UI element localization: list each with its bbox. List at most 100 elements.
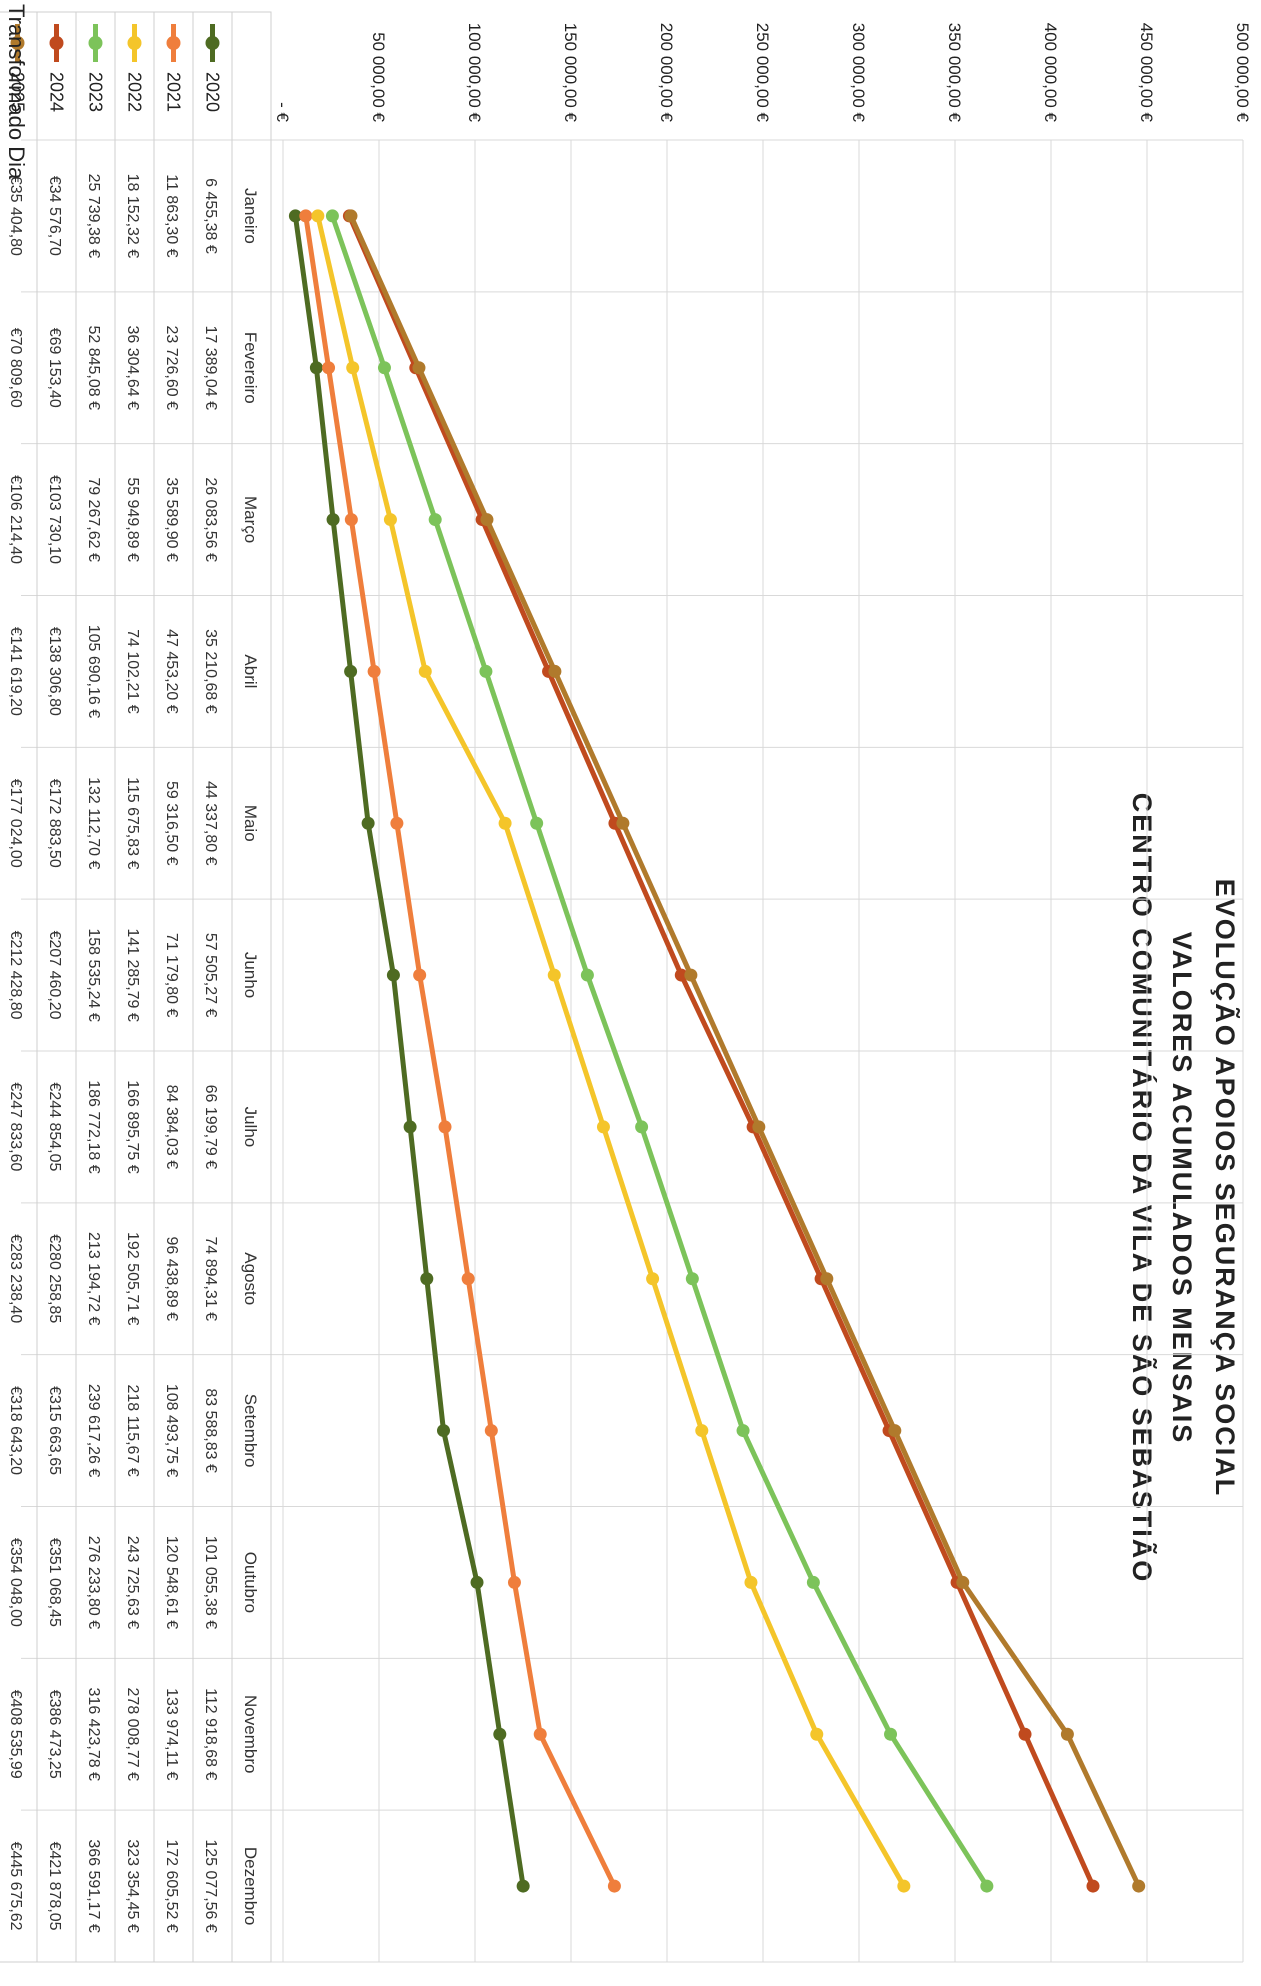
- table-header-month: Janeiro: [241, 188, 260, 244]
- data-point: [493, 1727, 507, 1741]
- data-point: [695, 1424, 709, 1438]
- table-cell: 108 493,75 €: [163, 1384, 180, 1478]
- table-header-month: Novembro: [241, 1695, 260, 1773]
- data-point: [956, 1575, 970, 1589]
- table-cell: €354 048,00: [7, 1538, 24, 1627]
- table-cell: 35 210,68 €: [202, 629, 219, 714]
- table-cell: €445 675,62: [7, 1842, 24, 1931]
- y-tick-label: 100 000,00 €: [465, 23, 484, 123]
- data-point: [412, 361, 426, 375]
- data-point: [1132, 1879, 1146, 1893]
- data-point: [580, 968, 594, 982]
- data-point: [607, 1879, 621, 1893]
- chart-title-line: VALORES ACUMULADOS MENSAIS: [1167, 932, 1197, 1445]
- table-cell: 36 304,64 €: [124, 325, 141, 410]
- data-point: [311, 209, 325, 223]
- table-cell: €177 024,00: [7, 779, 24, 868]
- table-header-month: Agosto: [241, 1252, 260, 1305]
- table-cell: 52 845,08 €: [85, 325, 102, 410]
- table-cell: 323 354,45 €: [124, 1839, 141, 1933]
- table-cell: 166 895,75 €: [124, 1080, 141, 1174]
- table-cell: 141 285,79 €: [124, 928, 141, 1022]
- table-cell: 35 589,90 €: [163, 477, 180, 562]
- table-cell: 66 199,79 €: [202, 1085, 219, 1170]
- legend-label: 2024: [47, 72, 67, 112]
- data-point: [888, 1424, 902, 1438]
- data-point: [533, 1727, 547, 1741]
- legend-label: 2023: [86, 72, 106, 112]
- table-cell: €103 730,10: [46, 475, 63, 564]
- data-point: [480, 513, 494, 527]
- data-point: [344, 513, 358, 527]
- table-header-month: Abril: [241, 654, 260, 688]
- table-cell: 84 384,03 €: [163, 1085, 180, 1170]
- data-point: [980, 1879, 994, 1893]
- legend-swatch-marker: [49, 36, 64, 50]
- table-cell: €351 068,45: [46, 1538, 63, 1627]
- table-cell: 105 690,16 €: [85, 625, 102, 719]
- table-cell: 243 725,63 €: [124, 1536, 141, 1630]
- data-point: [428, 513, 442, 527]
- footer-text: Transformado Dia: [4, 4, 29, 180]
- data-point: [1018, 1727, 1032, 1741]
- table-cell: 47 453,20 €: [163, 629, 180, 714]
- data-point: [635, 1120, 649, 1134]
- data-point: [390, 816, 404, 830]
- table-cell: 71 179,80 €: [163, 933, 180, 1018]
- grid: [21, 139, 1244, 1963]
- table-cell: 276 233,80 €: [85, 1536, 102, 1630]
- table-cell: €315 663,65: [46, 1386, 63, 1475]
- data-point: [309, 361, 323, 375]
- table-cell: €106 214,40: [7, 475, 24, 564]
- table-cell: €283 238,40: [7, 1234, 24, 1323]
- table-header-month: Março: [241, 496, 260, 543]
- table-cell: 101 055,38 €: [202, 1536, 219, 1630]
- data-point: [322, 361, 336, 375]
- data-point: [438, 1120, 452, 1134]
- data-point: [674, 968, 688, 982]
- series-line: [315, 213, 907, 1889]
- series-line: [346, 213, 1096, 1889]
- data-point: [403, 1120, 417, 1134]
- table-cell: 316 423,78 €: [85, 1688, 102, 1782]
- data-point: [383, 513, 397, 527]
- data-point: [1060, 1727, 1074, 1741]
- data-point: [498, 816, 512, 830]
- table-cell: 6 455,38 €: [202, 178, 219, 254]
- table-cell: 17 389,04 €: [202, 325, 219, 410]
- data-point: [344, 209, 358, 223]
- table-cell: 74 894,31 €: [202, 1236, 219, 1321]
- y-tick-label: 50 000,00 €: [369, 32, 388, 122]
- table-header-month: Maio: [241, 805, 260, 842]
- table-cell: €244 854,05: [46, 1082, 63, 1171]
- legend-swatch-marker: [10, 36, 25, 50]
- data-point: [744, 1575, 758, 1589]
- series-line: [348, 213, 1142, 1889]
- data-point: [616, 816, 630, 830]
- table-cell: 115 675,83 €: [124, 777, 141, 869]
- table-header-month: Fevereiro: [241, 332, 260, 404]
- table-cell: €35 404,80: [7, 176, 24, 256]
- table-header-month: Dezembro: [241, 1847, 260, 1925]
- data-point: [436, 1424, 450, 1438]
- data-point: [547, 968, 561, 982]
- table-cell: 23 726,60 €: [163, 325, 180, 410]
- data-point: [420, 1272, 434, 1286]
- table-cell: €34 576,70: [46, 176, 63, 256]
- table-cell: €138 306,80: [46, 627, 63, 716]
- data-point: [470, 1575, 484, 1589]
- data-table: Janeiro Fevereiro Março Abril Maio Junho Julho…: [0, 11, 272, 1963]
- chart-title-line: EVOLUÇÃO APOIOS SEGURANÇA SOCIAL: [1210, 879, 1241, 1498]
- table-cell: 44 337,80 €: [202, 781, 219, 866]
- data-point: [367, 664, 381, 678]
- table-cell: 132 112,70 €: [85, 777, 102, 869]
- table-cell: 239 617,26 €: [85, 1384, 102, 1478]
- table-cell: 96 438,89 €: [163, 1236, 180, 1321]
- data-point: [1086, 1879, 1100, 1893]
- table-cell: 120 548,61 €: [163, 1536, 180, 1630]
- table-cell: 83 588,83 €: [202, 1388, 219, 1473]
- data-point: [484, 1424, 498, 1438]
- table-cell: 278 008,77 €: [124, 1688, 141, 1782]
- table-cell: €207 460,20: [46, 931, 63, 1020]
